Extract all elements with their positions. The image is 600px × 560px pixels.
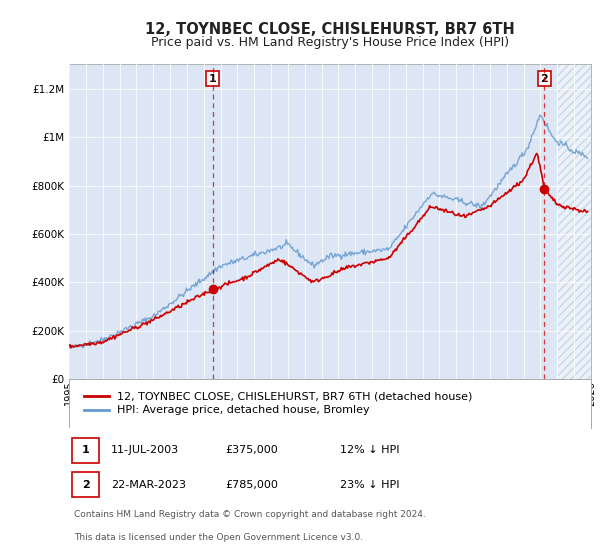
Text: 23% ↓ HPI: 23% ↓ HPI — [340, 479, 400, 489]
FancyBboxPatch shape — [72, 438, 99, 463]
Legend: 12, TOYNBEC CLOSE, CHISLEHURST, BR7 6TH (detached house), HPI: Average price, de: 12, TOYNBEC CLOSE, CHISLEHURST, BR7 6TH … — [81, 388, 476, 419]
Text: Contains HM Land Registry data © Crown copyright and database right 2024.: Contains HM Land Registry data © Crown c… — [74, 510, 426, 519]
Text: 12% ↓ HPI: 12% ↓ HPI — [340, 445, 400, 455]
Text: Price paid vs. HM Land Registry's House Price Index (HPI): Price paid vs. HM Land Registry's House … — [151, 36, 509, 49]
Text: 12, TOYNBEC CLOSE, CHISLEHURST, BR7 6TH: 12, TOYNBEC CLOSE, CHISLEHURST, BR7 6TH — [145, 22, 515, 38]
Text: 22-MAR-2023: 22-MAR-2023 — [111, 479, 186, 489]
FancyBboxPatch shape — [72, 472, 99, 497]
Text: 1: 1 — [82, 445, 89, 455]
Text: £785,000: £785,000 — [226, 479, 278, 489]
Text: This data is licensed under the Open Government Licence v3.0.: This data is licensed under the Open Gov… — [74, 533, 364, 542]
Text: 2: 2 — [541, 74, 548, 84]
Text: 2: 2 — [82, 479, 89, 489]
Text: £375,000: £375,000 — [226, 445, 278, 455]
Bar — [557, 64, 591, 380]
Text: 1: 1 — [209, 74, 217, 84]
Text: 11-JUL-2003: 11-JUL-2003 — [111, 445, 179, 455]
